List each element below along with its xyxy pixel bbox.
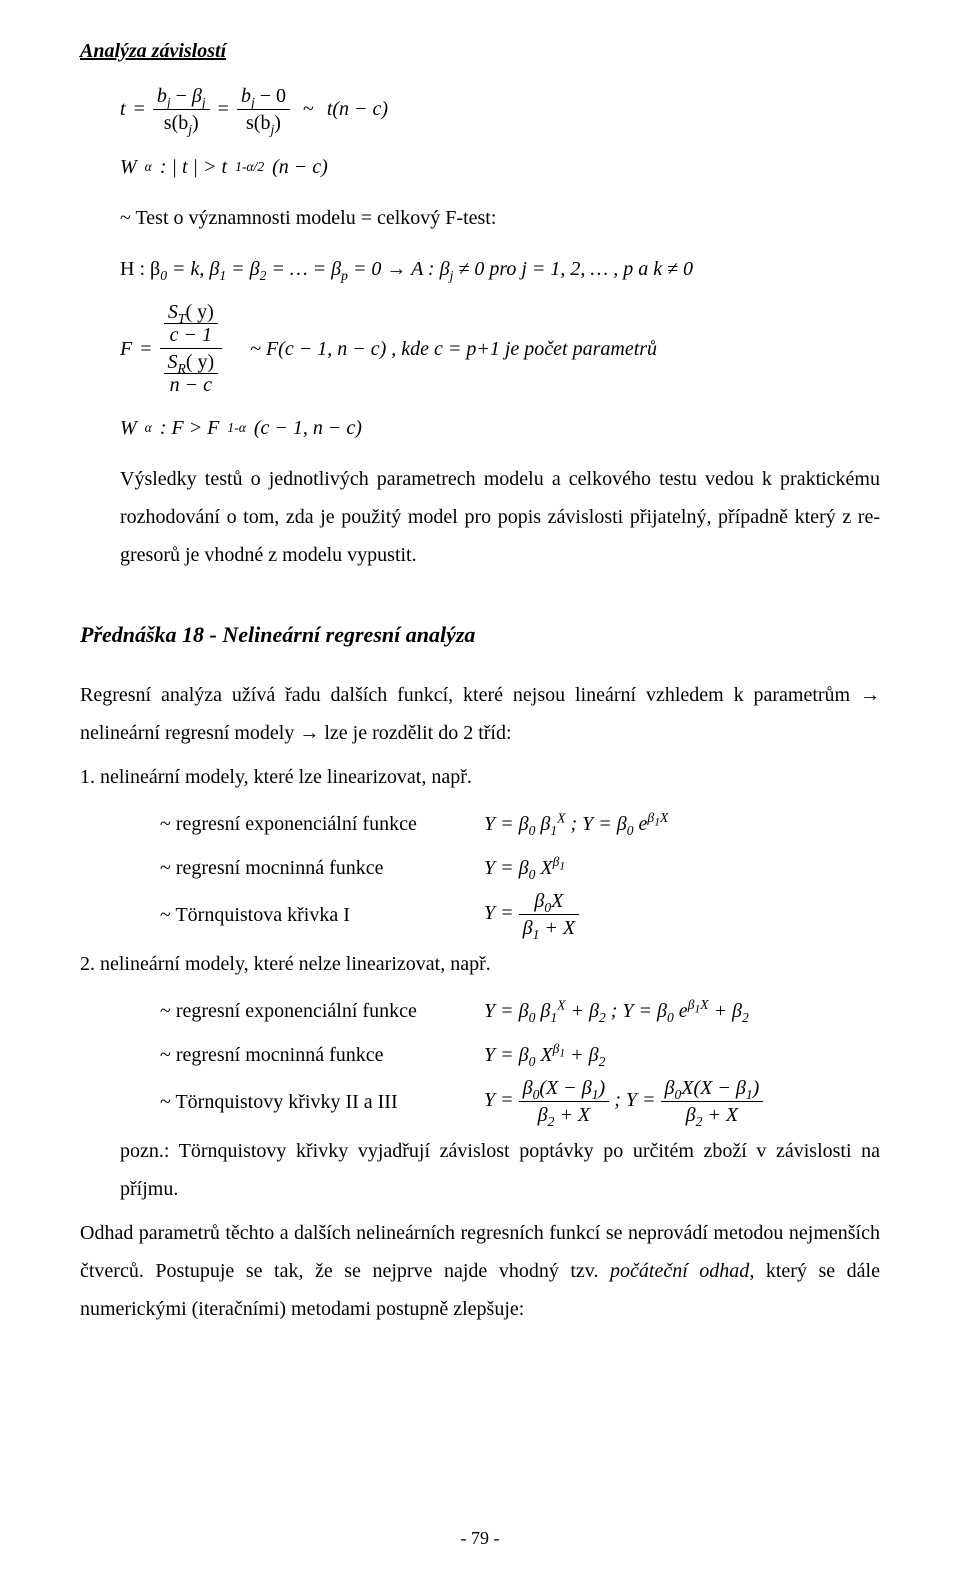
list-item-1: 1. nelineární modely, které lze lineariz… [80,758,880,796]
bullet-power1: ~ regresní mocninná funkce Y = β0 Xβ1 [80,846,880,890]
bullet-power2: ~ regresní mocninná funkce Y = β0 Xβ1 + … [80,1033,880,1077]
term-initial-estimate: počáteční odhad [610,1260,749,1282]
note-tornquist: pozn.: Törnquistovy křivky vyjadřují záv… [80,1132,880,1208]
page-number: - 79 - [0,1528,960,1549]
frac-1: bj − βj s(bj) [153,85,210,134]
text-overall-ftest: ~ Test o významnosti modelu = celkový F-… [80,199,880,237]
n-minus-c: n − c [170,374,212,396]
bullet-tornquist23: ~ Törnquistovy křivky II a III Y = β0(X … [80,1077,880,1126]
equation-F: F = ST( y) c − 1 SR( y) [80,301,880,396]
F-dist-text: ~ F(c − 1, n − c) , kde c = p+1 je počet… [250,323,657,375]
heading-lecture-18: Přednáška 18 - Nelineární regresní analý… [80,622,880,648]
bullet-exp2: ~ regresní exponenciální funkce Y = β0 β… [80,989,880,1033]
frac-2: bj − 0 s(bj) [237,85,290,134]
list-item-2: 2. nelineární modely, které nelze linear… [80,945,880,983]
paragraph-estimation: Odhad parametrů těchto a dalších nelineá… [80,1214,880,1328]
equation-critical-F: Wα : F > F1-α(c − 1, n − c) [80,402,880,454]
t-dist: t(n − c) [327,83,388,135]
c-minus-1: c − 1 [170,324,212,346]
bullet-exp1: ~ regresní exponenciální funkce Y = β0 β… [80,802,880,846]
paragraph-intro-nonlinear: Regresní analýza užívá řadu dalších funk… [80,676,880,752]
equation-t: t = bj − βj s(bj) = bj − 0 s(bj) ~ t(n −… [80,83,880,135]
equation-critical-t: Wα : | t | > t1-α/2(n − c) [80,141,880,193]
var-t: t [120,83,126,135]
equation-hypothesis: H : β0 = k, β1 = β2 = … = βp = 0 → A : β… [80,243,880,295]
page-header: Analýza závislostí [80,40,880,63]
bullet-tornquist1: ~ Törnquistova křivka I Y = β0X β1 + X [80,890,880,939]
paragraph-results: Výsledky testů o jednotlivých parametrec… [80,460,880,574]
